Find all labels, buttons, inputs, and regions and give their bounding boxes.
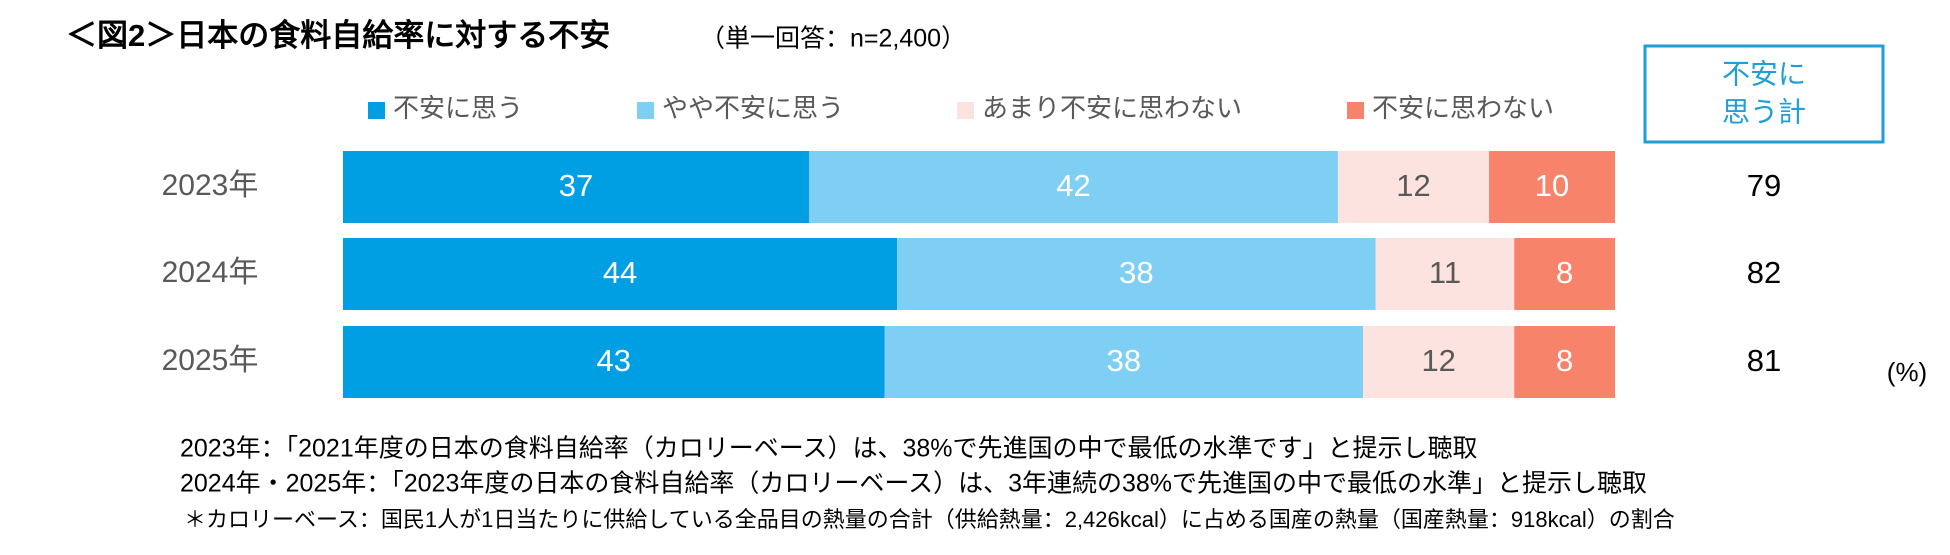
- note: 2023年：「2021年度の日本の食料自給率（カロリーベース）は、38%で先進国…: [180, 435, 1478, 463]
- bar-segment: [343, 151, 809, 223]
- data-label: 44: [603, 255, 637, 290]
- legend-swatch: [957, 102, 974, 119]
- y-tick-label: 2023年: [162, 169, 259, 202]
- legend-swatch: [637, 102, 654, 119]
- legend-swatch: [1347, 102, 1364, 119]
- bar-segment: [1514, 326, 1615, 398]
- unit-label: (%): [1887, 357, 1927, 387]
- chart-subtitle: （単一回答：n=2,400）: [700, 25, 966, 53]
- bar-segment: [343, 326, 885, 398]
- data-label: 8: [1556, 255, 1573, 290]
- totals-box: [1643, 44, 1885, 144]
- bar-segment: [884, 326, 1364, 398]
- data-label: 8: [1556, 343, 1573, 378]
- bar-segment: [1375, 238, 1515, 310]
- y-tick-label: 2025年: [162, 344, 259, 377]
- note: ＊カロリーベース：国民1人が1日当たりに供給している全品目の熱量の合計（供給熱量…: [184, 507, 1675, 532]
- bar-segment: [1363, 326, 1515, 398]
- data-label: 12: [1396, 168, 1430, 203]
- total-label: 81: [1747, 343, 1781, 378]
- legend-swatch: [368, 102, 385, 119]
- bar-segment: [1489, 151, 1615, 223]
- totals-header: 思う計: [1722, 96, 1806, 127]
- data-label: 11: [1429, 255, 1461, 290]
- bar-segment: [343, 238, 898, 310]
- legend-label: やや不安に思う: [662, 93, 844, 123]
- data-label: 43: [597, 343, 631, 378]
- data-label: 12: [1421, 343, 1455, 378]
- bar-segment: [897, 238, 1376, 310]
- legend-label: 不安に思う: [393, 93, 523, 123]
- legend-label: 不安に思わない: [1372, 93, 1554, 123]
- data-label: 38: [1107, 343, 1141, 378]
- y-tick-label: 2024年: [162, 256, 259, 289]
- bar-segment: [808, 151, 1338, 223]
- data-label: 38: [1119, 255, 1153, 290]
- data-label: 10: [1535, 168, 1569, 203]
- total-label: 82: [1747, 255, 1781, 290]
- totals-header: 不安に: [1722, 58, 1806, 89]
- note: 2024年・2025年：「2023年度の日本の食料自給率（カロリーベース）は、3…: [180, 470, 1647, 498]
- bar-segment: [1337, 151, 1490, 223]
- data-label: 37: [559, 168, 593, 203]
- bar-segment: [1514, 238, 1615, 310]
- legend-label: あまり不安に思わない: [982, 93, 1242, 123]
- total-label: 79: [1747, 168, 1781, 203]
- data-label: 42: [1056, 168, 1090, 203]
- chart-title: ＜図2＞日本の食料自給率に対する不安: [66, 18, 610, 53]
